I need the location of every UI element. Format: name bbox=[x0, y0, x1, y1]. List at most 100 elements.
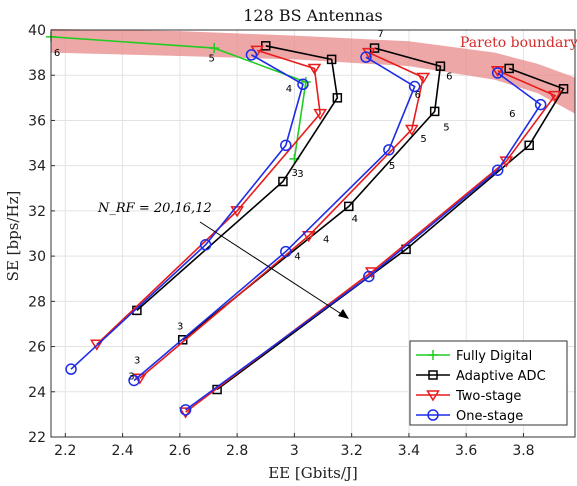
nrf-label: N_RF = 20,16,12 bbox=[97, 201, 212, 216]
x-tick-label: 3.4 bbox=[398, 443, 420, 459]
legend-item: One-stage bbox=[416, 409, 523, 424]
x-tick-label: 2.6 bbox=[169, 443, 191, 459]
triangle-marker bbox=[548, 90, 562, 103]
triangle-marker bbox=[178, 407, 193, 419]
point-annotation: 6 bbox=[509, 109, 515, 120]
point-annotation: 4 bbox=[286, 84, 292, 95]
x-tick-label: 2.2 bbox=[54, 443, 76, 459]
point-annotation: 4 bbox=[323, 235, 329, 246]
plus-marker bbox=[428, 350, 438, 360]
square-marker bbox=[428, 370, 438, 380]
point-annotation: 6 bbox=[415, 90, 421, 101]
x-tick-label: 3.8 bbox=[512, 443, 534, 459]
series-line bbox=[136, 45, 339, 311]
y-tick-label: 22 bbox=[28, 430, 46, 446]
series-lines bbox=[46, 31, 569, 419]
series-line bbox=[70, 54, 304, 370]
triangle-marker bbox=[490, 65, 505, 78]
circle-marker bbox=[427, 409, 439, 421]
legend-item: Two-stage bbox=[416, 389, 521, 404]
series-line bbox=[185, 72, 542, 411]
point-annotation: 3 bbox=[292, 168, 298, 179]
series-line bbox=[139, 51, 425, 379]
circle-marker bbox=[491, 164, 504, 176]
square-marker bbox=[278, 176, 288, 187]
square-marker bbox=[435, 61, 446, 71]
triangle-marker bbox=[307, 63, 322, 75]
circle-marker bbox=[280, 139, 292, 152]
series-line bbox=[182, 47, 442, 341]
y-tick-label: 30 bbox=[28, 249, 46, 265]
circle-marker bbox=[65, 363, 77, 375]
circle-marker bbox=[408, 80, 421, 93]
circle-marker bbox=[128, 374, 140, 387]
y-tick-label: 24 bbox=[28, 385, 46, 401]
triangle-marker bbox=[313, 108, 327, 121]
x-tick-label: 3.2 bbox=[341, 443, 363, 459]
point-annotation: 4 bbox=[352, 214, 358, 225]
y-tick-label: 34 bbox=[28, 159, 46, 175]
pareto-label: Pareto boundary bbox=[460, 35, 577, 51]
grid bbox=[51, 29, 575, 438]
point-annotation: 5 bbox=[208, 54, 214, 65]
plus-marker bbox=[209, 43, 220, 54]
circle-marker bbox=[280, 245, 292, 258]
square-marker bbox=[558, 84, 569, 94]
point-annotation: 6 bbox=[54, 48, 60, 59]
circle-marker bbox=[534, 98, 547, 111]
circle-marker bbox=[363, 270, 375, 283]
point-annotation: 3 bbox=[128, 371, 134, 382]
legend-label: One-stage bbox=[456, 409, 523, 424]
point-annotation: 4 bbox=[294, 252, 300, 263]
chart-title: 128 BS Antennas bbox=[243, 6, 383, 25]
series-line bbox=[50, 35, 307, 160]
square-marker bbox=[326, 54, 337, 65]
x-tick-label: 2.4 bbox=[111, 443, 133, 459]
point-annotation: 3 bbox=[134, 356, 140, 367]
legend-label: Adaptive ADC bbox=[456, 369, 546, 384]
square-marker bbox=[504, 63, 514, 74]
triangle-marker bbox=[361, 47, 376, 60]
circle-marker bbox=[245, 49, 258, 61]
circle-marker bbox=[491, 67, 504, 79]
series-adaptive-adc bbox=[132, 41, 569, 395]
point-annotation: 5 bbox=[389, 161, 395, 172]
y-tick-label: 36 bbox=[28, 113, 46, 129]
triangle-marker bbox=[426, 390, 440, 402]
nrf-arrow-head bbox=[338, 309, 349, 319]
plot-frame bbox=[50, 29, 576, 438]
nrf-annotation: N_RF = 20,16,12 bbox=[97, 201, 349, 319]
x-ticks: 2.2 2.4 2.6 2.8 3 3.2 3.4 3.6 3.8 bbox=[54, 433, 535, 459]
circle-marker bbox=[179, 404, 192, 416]
plus-marker bbox=[300, 77, 311, 88]
square-marker bbox=[177, 335, 188, 345]
series-one-stage bbox=[65, 49, 547, 416]
square-marker bbox=[429, 106, 440, 117]
nrf-arrow-line bbox=[199, 221, 347, 318]
legend-item: Fully Digital bbox=[416, 349, 532, 364]
triangle-marker bbox=[89, 339, 104, 351]
y-tick-label: 38 bbox=[28, 68, 46, 84]
circle-marker bbox=[383, 144, 395, 156]
y-axis-label: SE [bps/Hz] bbox=[4, 191, 22, 282]
x-tick-label: 3 bbox=[290, 443, 299, 459]
x-axis-label: EE [Gbits/J] bbox=[268, 464, 358, 482]
legend-item: Adaptive ADC bbox=[416, 369, 546, 384]
point-annotation: 7 bbox=[377, 29, 383, 40]
x-tick-label: 3.6 bbox=[455, 443, 477, 459]
y-tick-label: 28 bbox=[28, 294, 46, 310]
square-marker bbox=[332, 93, 343, 103]
y-tick-label: 40 bbox=[28, 23, 46, 39]
x-tick-label: 2.8 bbox=[226, 443, 248, 459]
point-annotation: 6 bbox=[446, 72, 452, 83]
circle-marker bbox=[297, 78, 309, 91]
circle-marker bbox=[199, 239, 212, 251]
square-marker bbox=[524, 140, 534, 151]
triangle-marker bbox=[301, 231, 316, 243]
y-tick-label: 32 bbox=[28, 204, 46, 220]
circle-marker bbox=[360, 51, 372, 63]
triangle-marker bbox=[404, 124, 419, 136]
legend-label: Two-stage bbox=[455, 389, 521, 404]
